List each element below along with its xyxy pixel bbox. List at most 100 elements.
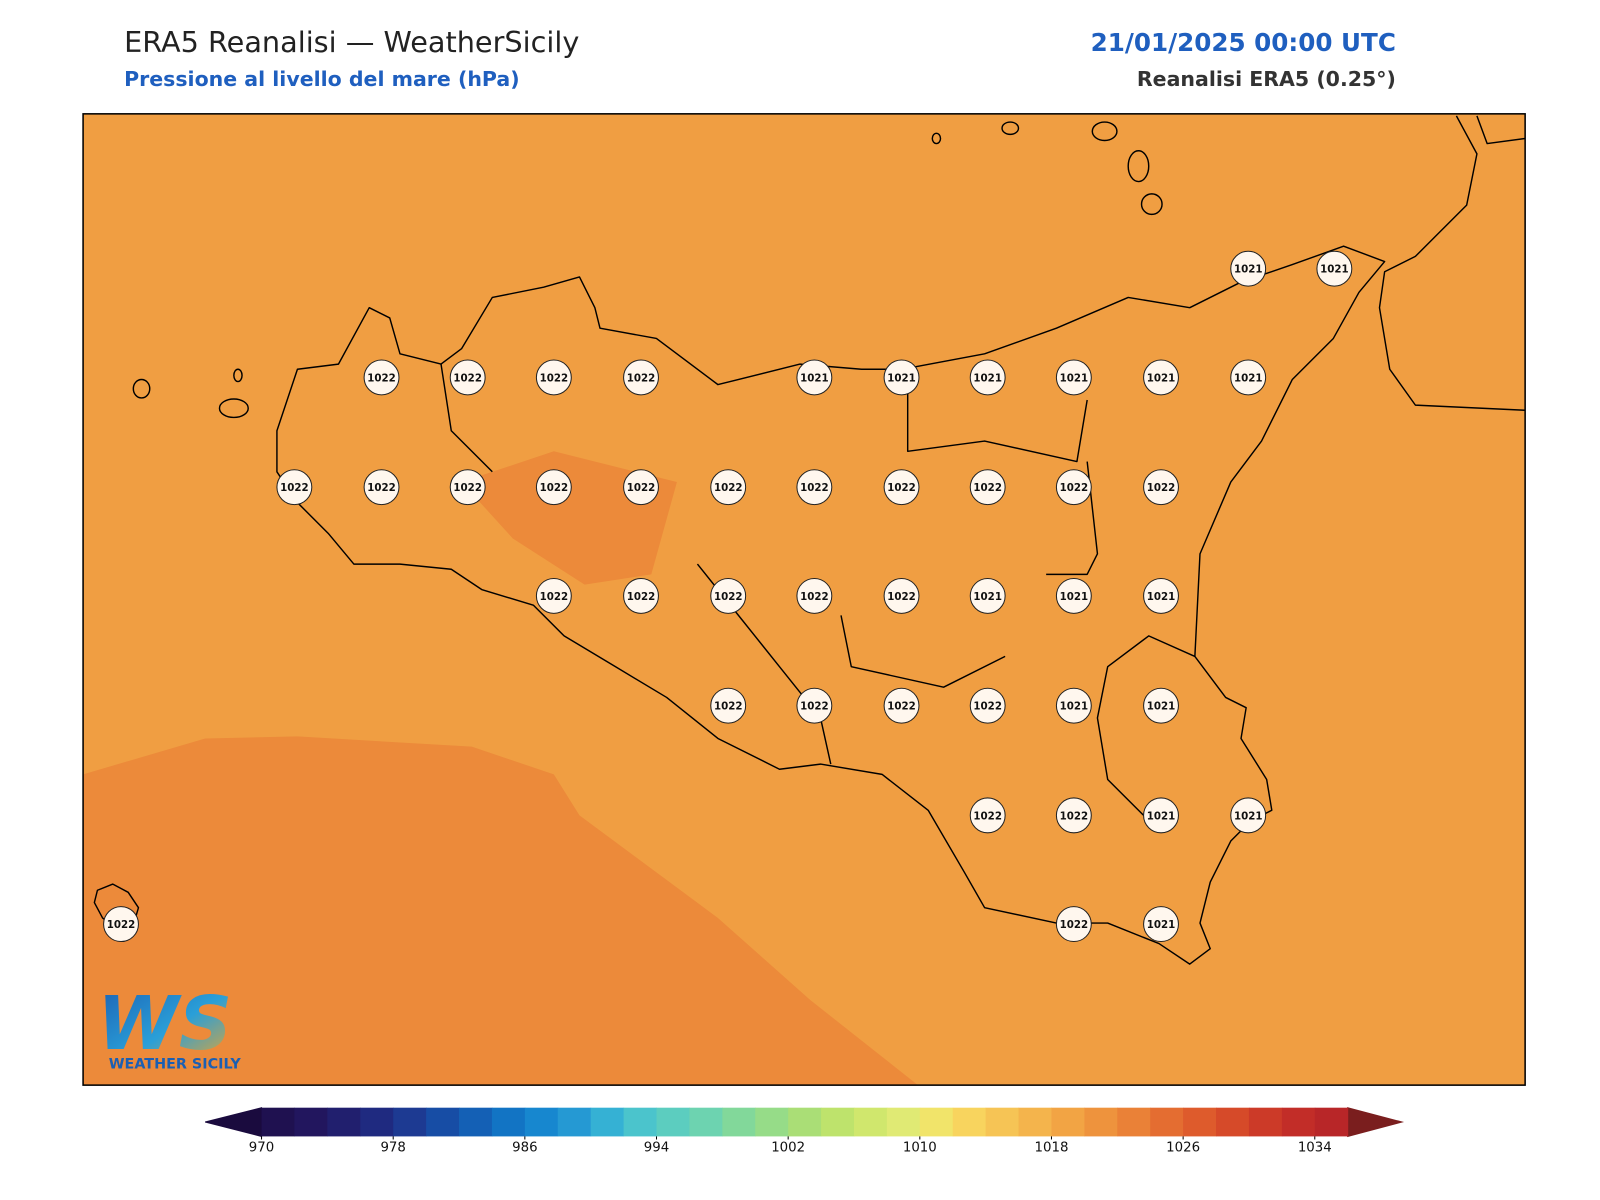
station-label: 1022 bbox=[1060, 810, 1089, 822]
station-marker bbox=[796, 469, 833, 506]
station-label: 1022 bbox=[367, 482, 396, 494]
station-label: 1022 bbox=[714, 591, 743, 603]
island bbox=[1127, 150, 1150, 183]
station-label: 1022 bbox=[800, 701, 829, 713]
colorbar-under bbox=[205, 1107, 263, 1138]
logo-mark: WS bbox=[97, 981, 232, 1067]
station-marker bbox=[449, 469, 486, 506]
subtitle: Pressione al livello del mare (hPa) bbox=[124, 67, 520, 91]
logo: WS WEATHER SICILY bbox=[97, 981, 241, 1072]
colorbar-tick-label: 1002 bbox=[771, 1141, 805, 1156]
island bbox=[1091, 121, 1118, 142]
station-label: 1021 bbox=[1320, 264, 1349, 276]
station-marker bbox=[623, 469, 659, 506]
station-marker bbox=[103, 906, 139, 943]
colorbar-box bbox=[1183, 1107, 1217, 1137]
station-label: 1021 bbox=[1147, 591, 1176, 603]
station-marker bbox=[1230, 250, 1267, 287]
station-label: 1022 bbox=[887, 701, 916, 713]
station-marker bbox=[710, 577, 747, 614]
colorbar-box bbox=[590, 1107, 625, 1137]
station-marker bbox=[883, 687, 920, 724]
station-marker bbox=[1143, 687, 1179, 724]
colorbar-box bbox=[294, 1107, 328, 1137]
station-marker bbox=[796, 577, 833, 614]
station-marker bbox=[883, 577, 920, 614]
colorbar-box bbox=[1117, 1107, 1151, 1137]
station-marker bbox=[535, 469, 572, 506]
island bbox=[931, 132, 942, 145]
colorbar-box bbox=[426, 1107, 460, 1137]
colorbar-box bbox=[853, 1107, 888, 1137]
colorbar-box bbox=[261, 1107, 295, 1137]
station-marker bbox=[1055, 469, 1092, 506]
station-label: 1021 bbox=[1147, 919, 1176, 931]
station-marker bbox=[535, 359, 572, 396]
coastline bbox=[276, 245, 1386, 965]
colorbar-box bbox=[1281, 1107, 1316, 1137]
station-label: 1021 bbox=[973, 591, 1002, 603]
colorbar-box bbox=[327, 1107, 361, 1137]
colorbar-tick-label: 978 bbox=[380, 1141, 405, 1156]
station-label: 1022 bbox=[280, 482, 309, 494]
colorbar-box bbox=[952, 1107, 987, 1137]
station-marker bbox=[1055, 687, 1092, 724]
colorbar-tick-label: 994 bbox=[644, 1141, 669, 1156]
colorbar-box bbox=[1248, 1107, 1283, 1137]
coastline bbox=[1378, 115, 1526, 411]
colorbar-box bbox=[360, 1107, 394, 1137]
station-label: 1022 bbox=[714, 482, 743, 494]
colorbar-box bbox=[656, 1107, 690, 1137]
island bbox=[233, 368, 243, 383]
station-label: 1022 bbox=[800, 482, 829, 494]
station-marker bbox=[276, 469, 313, 506]
coastline bbox=[1476, 115, 1526, 145]
colorbar-box bbox=[524, 1107, 559, 1137]
station-label: 1022 bbox=[540, 591, 569, 603]
station-label: 1022 bbox=[540, 372, 569, 384]
station-marker bbox=[1316, 250, 1353, 287]
station-marker bbox=[883, 359, 920, 396]
colorbar-box bbox=[985, 1107, 1020, 1137]
station-label: 1021 bbox=[1060, 372, 1089, 384]
colorbar-box bbox=[689, 1107, 723, 1137]
station-marker bbox=[1143, 797, 1179, 834]
colorbar-box bbox=[459, 1107, 493, 1137]
station-marker bbox=[535, 577, 572, 614]
colorbar-tick-label: 1026 bbox=[1166, 1141, 1200, 1156]
colorbar-box bbox=[722, 1107, 756, 1137]
station-label: 1022 bbox=[973, 701, 1002, 713]
station-marker bbox=[449, 359, 486, 396]
station-marker bbox=[1143, 906, 1179, 943]
province-border bbox=[440, 363, 1196, 822]
station-marker bbox=[623, 359, 659, 396]
colorbar-box bbox=[557, 1107, 592, 1137]
station-label: 1021 bbox=[887, 372, 916, 384]
station-marker bbox=[796, 359, 833, 396]
station-marker bbox=[623, 577, 659, 614]
station-label: 1021 bbox=[1147, 810, 1176, 822]
colorbar-tick-label: 1034 bbox=[1298, 1141, 1332, 1156]
colorbar-box bbox=[919, 1107, 954, 1137]
island bbox=[1001, 121, 1020, 136]
station-marker bbox=[969, 687, 1006, 724]
colorbar-box bbox=[623, 1107, 658, 1137]
source: Reanalisi ERA5 (0.25°) bbox=[1137, 67, 1396, 91]
station-label: 1022 bbox=[1060, 482, 1089, 494]
station-label: 1022 bbox=[973, 482, 1002, 494]
station-label: 1021 bbox=[1234, 264, 1263, 276]
station-label: 1021 bbox=[1234, 810, 1263, 822]
station-marker bbox=[1055, 359, 1092, 396]
colorbar: 970 978 986 994 1002 1010 1018 1026 1034 bbox=[205, 1107, 1405, 1156]
station-label: 1022 bbox=[887, 482, 916, 494]
station-label: 1022 bbox=[453, 482, 482, 494]
station-label: 1022 bbox=[107, 919, 136, 931]
station-marker bbox=[363, 469, 400, 506]
logo-text: WEATHER SICILY bbox=[109, 1057, 242, 1073]
colorbar-box bbox=[1084, 1107, 1118, 1137]
station-label: 1022 bbox=[887, 591, 916, 603]
colorbar-box bbox=[788, 1107, 822, 1137]
station-marker bbox=[1230, 797, 1267, 834]
colorbar-box bbox=[491, 1107, 526, 1137]
colorbar-tick-label: 970 bbox=[249, 1141, 274, 1156]
